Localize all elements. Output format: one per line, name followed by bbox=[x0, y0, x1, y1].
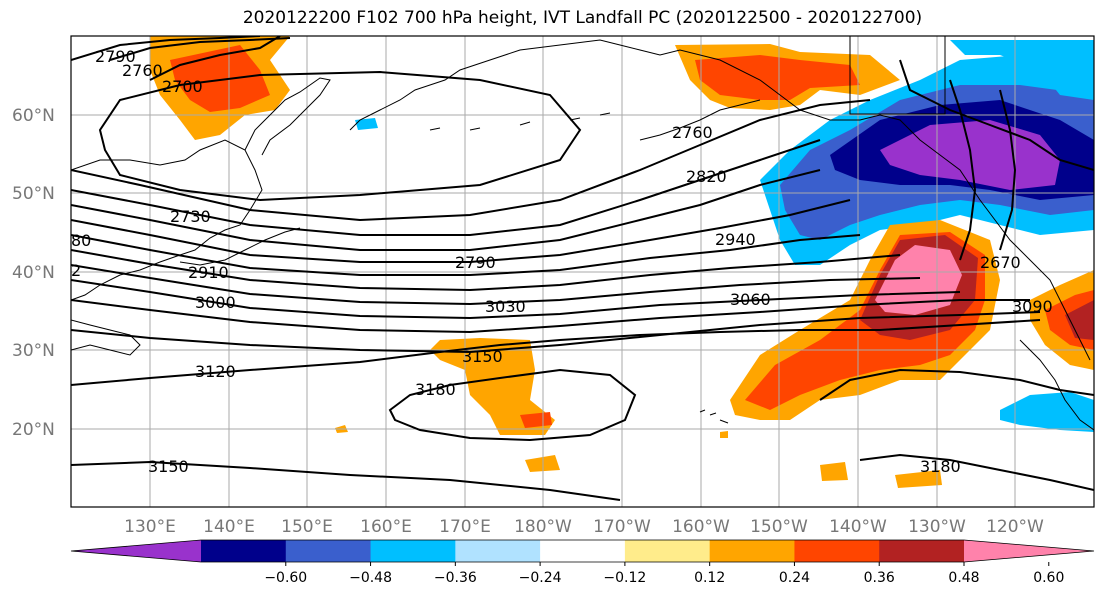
colorbar-tick-label: −0.24 bbox=[519, 570, 562, 586]
lon-label: 170°W bbox=[593, 517, 651, 537]
colorbar-swatch bbox=[285, 540, 372, 562]
lon-label: 160°W bbox=[672, 517, 730, 537]
contour-label: 2760 bbox=[672, 123, 713, 142]
contour-label: 3120 bbox=[195, 362, 236, 381]
latitude-labels: 60°N 50°N 40°N 30°N 20°N bbox=[12, 106, 55, 440]
colorbar-tick-label: 0.36 bbox=[864, 570, 895, 586]
colorbar-swatch bbox=[370, 540, 456, 562]
map-frame bbox=[70, 35, 1095, 508]
colorbar-tick-label: 0.12 bbox=[694, 570, 725, 586]
colorbar-swatch bbox=[624, 540, 711, 562]
contour-label: 3180 bbox=[415, 380, 456, 399]
contour-label: 3000 bbox=[195, 293, 236, 312]
lat-label: 40°N bbox=[12, 263, 55, 283]
contour-label: 2790 bbox=[95, 47, 136, 66]
contour-label: 2700 bbox=[162, 77, 203, 96]
domain-box bbox=[849, 36, 946, 115]
lon-label: 160°E bbox=[360, 517, 412, 537]
colorbar-tick-label: −0.36 bbox=[434, 570, 477, 586]
colorbar-tick-label: 0.24 bbox=[779, 570, 810, 586]
colorbar-extend-high bbox=[964, 540, 1094, 562]
contour-label: 2 bbox=[71, 261, 81, 280]
lat-label: 20°N bbox=[12, 420, 55, 440]
lon-label: 150°W bbox=[750, 517, 808, 537]
colorbar-extend-low bbox=[71, 540, 201, 562]
lon-label: 170°E bbox=[439, 517, 491, 537]
lat-label: 60°N bbox=[12, 106, 55, 126]
map-title: 2020122200 F102 700 hPa height, IVT Land… bbox=[242, 8, 923, 28]
lon-label: 130°E bbox=[124, 517, 176, 537]
contour-label: 2790 bbox=[455, 253, 496, 272]
colorbar-swatch bbox=[455, 540, 541, 562]
contour-labels: 2790 2760 2700 2760 2820 2940 3060 3090 … bbox=[71, 47, 1053, 476]
colorbar-swatch bbox=[879, 540, 965, 562]
lon-label: 130°W bbox=[908, 517, 966, 537]
longitude-labels: 130°E 140°E 150°E 160°E 170°E 180°W 170°… bbox=[124, 517, 1044, 537]
contour-label: 3060 bbox=[730, 290, 771, 309]
colorbar-swatch bbox=[794, 540, 880, 562]
colorbar-swatch bbox=[201, 540, 287, 562]
contour-label: 2940 bbox=[715, 230, 756, 249]
lon-label: 180°W bbox=[514, 517, 572, 537]
lon-label: 120°W bbox=[986, 517, 1044, 537]
height-contours bbox=[71, 36, 1094, 501]
colorbar-swatch bbox=[540, 540, 626, 562]
lon-label: 150°E bbox=[281, 517, 333, 537]
colorbar-tick-label: −0.60 bbox=[264, 570, 307, 586]
lat-label: 30°N bbox=[12, 341, 55, 361]
colorbar-swatch bbox=[709, 540, 795, 562]
contour-label: 2760 bbox=[122, 61, 163, 80]
lat-label: 50°N bbox=[12, 184, 55, 204]
contour-label: 2910 bbox=[188, 263, 229, 282]
contour-label: 3030 bbox=[485, 297, 526, 316]
colorbar-tick-label: −0.48 bbox=[349, 570, 392, 586]
colorbar-outline bbox=[70, 539, 1095, 563]
contour-label: 2730 bbox=[170, 207, 211, 226]
contour-label: 3150 bbox=[148, 457, 189, 476]
colorbar-tick-label: 0.48 bbox=[948, 570, 979, 586]
colorbar: −0.60 −0.48 −0.36 −0.24 −0.12 0.12 0.24 0.36 0.4… bbox=[70, 539, 1095, 586]
lon-label: 140°W bbox=[829, 517, 887, 537]
contour-label: 3180 bbox=[920, 457, 961, 476]
colorbar-tick-label: −0.12 bbox=[603, 570, 646, 586]
colorbar-tick-label: 0.60 bbox=[1033, 570, 1064, 586]
lon-label: 140°E bbox=[203, 517, 255, 537]
contour-label: 3150 bbox=[462, 347, 503, 366]
contour-label: 2820 bbox=[686, 167, 727, 186]
contour-label: 2670 bbox=[980, 253, 1021, 272]
contour-label: 80 bbox=[71, 231, 91, 250]
contour-label: 3090 bbox=[1012, 297, 1053, 316]
